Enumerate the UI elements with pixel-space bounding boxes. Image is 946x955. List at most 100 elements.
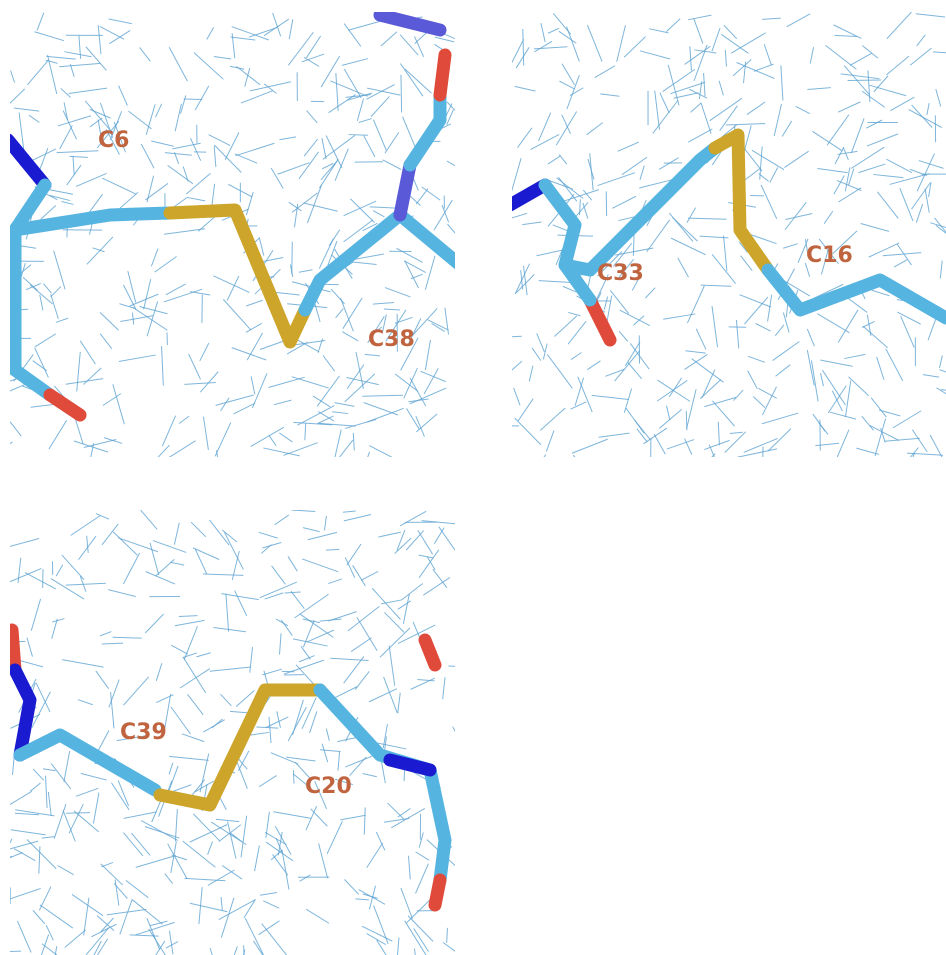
mesh-line — [184, 658, 206, 693]
mesh-line — [838, 102, 860, 112]
mesh-line — [252, 373, 267, 408]
mesh-line — [398, 601, 411, 610]
mesh-line — [259, 532, 278, 538]
panel-3: C39 C20 — [0, 510, 484, 955]
mesh-line — [568, 312, 580, 315]
mesh-line — [123, 553, 139, 584]
mesh-line — [156, 104, 162, 117]
mesh-line — [50, 195, 70, 200]
mesh-line — [340, 815, 365, 820]
mesh-line — [71, 516, 100, 536]
mesh-line — [203, 574, 243, 575]
mesh-line — [349, 135, 368, 136]
mesh-line — [402, 584, 423, 600]
mesh-line — [113, 637, 142, 638]
mesh-line — [378, 532, 401, 537]
mesh-line — [344, 201, 377, 216]
mesh-line — [401, 888, 413, 919]
mesh-line — [183, 841, 216, 867]
mesh-line — [119, 355, 156, 361]
mesh-line — [851, 118, 864, 153]
mesh-line — [236, 66, 260, 84]
mesh-line — [131, 833, 150, 855]
mesh-line — [64, 751, 70, 782]
mesh-line — [445, 308, 449, 335]
mesh-line — [694, 18, 703, 43]
mesh-line — [56, 318, 68, 322]
mesh-line — [347, 544, 361, 565]
mesh-line — [718, 422, 719, 446]
mesh-line — [380, 628, 410, 657]
mesh-line — [214, 627, 246, 631]
mesh-line — [170, 562, 184, 565]
mesh-line — [40, 295, 43, 311]
mesh-line — [35, 334, 56, 347]
mesh-line — [712, 306, 718, 347]
mesh-line — [744, 438, 778, 452]
mesh-line — [373, 303, 394, 305]
mesh-line — [667, 440, 694, 450]
mesh-line — [381, 32, 397, 46]
mesh-line — [912, 430, 927, 452]
mesh-line — [752, 150, 784, 169]
mesh-line — [861, 223, 889, 231]
mesh-line — [408, 916, 433, 942]
mesh-line — [897, 312, 920, 324]
mesh-line — [144, 279, 151, 309]
mesh-line — [412, 308, 437, 335]
mesh-line — [334, 440, 353, 464]
mesh-line — [416, 852, 429, 860]
mesh-line — [56, 565, 63, 576]
mesh-line — [515, 418, 541, 445]
mesh-line — [30, 783, 40, 791]
mesh-line — [17, 921, 31, 953]
mesh-line — [559, 155, 566, 165]
mesh-line — [261, 545, 271, 554]
mesh-line — [54, 251, 65, 290]
mesh-line — [245, 68, 250, 87]
mesh-line — [251, 427, 284, 446]
mesh-line — [886, 56, 908, 75]
mesh-line — [140, 47, 151, 61]
mesh-line — [327, 821, 342, 854]
mesh-line — [58, 866, 74, 875]
mesh-line — [532, 348, 541, 361]
mesh-line — [776, 365, 791, 377]
mesh-line — [245, 918, 263, 955]
mesh-line — [362, 926, 392, 941]
mesh-line — [216, 819, 239, 821]
mesh-line — [322, 744, 328, 763]
mesh-line — [448, 666, 484, 668]
mesh-line — [275, 515, 289, 525]
mesh-line — [173, 143, 201, 149]
mesh-line — [141, 821, 177, 841]
mesh-line — [76, 788, 98, 796]
mesh-line — [447, 928, 448, 943]
mesh-line — [189, 354, 201, 379]
mesh-line — [246, 300, 263, 306]
mesh-line — [43, 284, 51, 293]
mesh-line — [313, 396, 330, 407]
mesh-line — [830, 412, 856, 419]
mesh-line — [66, 813, 90, 814]
mesh-line — [556, 111, 576, 145]
mesh-line — [83, 368, 101, 385]
mesh-line — [595, 66, 615, 78]
mesh-line — [669, 213, 693, 242]
mesh-line — [102, 643, 123, 644]
mesh-line — [427, 557, 435, 570]
mesh-line — [434, 528, 444, 544]
mesh-line — [277, 711, 281, 727]
mesh-line — [175, 104, 181, 131]
mesh-line — [719, 81, 723, 96]
mesh-line — [397, 937, 399, 955]
mesh-line — [522, 222, 541, 225]
mesh-line — [164, 289, 202, 302]
mesh-line — [666, 19, 680, 32]
mesh-line — [710, 98, 742, 120]
mesh-line — [515, 264, 530, 294]
mesh-line — [102, 178, 136, 194]
mesh-line — [275, 292, 299, 295]
mesh-line — [40, 905, 73, 928]
mesh-line — [91, 924, 116, 937]
